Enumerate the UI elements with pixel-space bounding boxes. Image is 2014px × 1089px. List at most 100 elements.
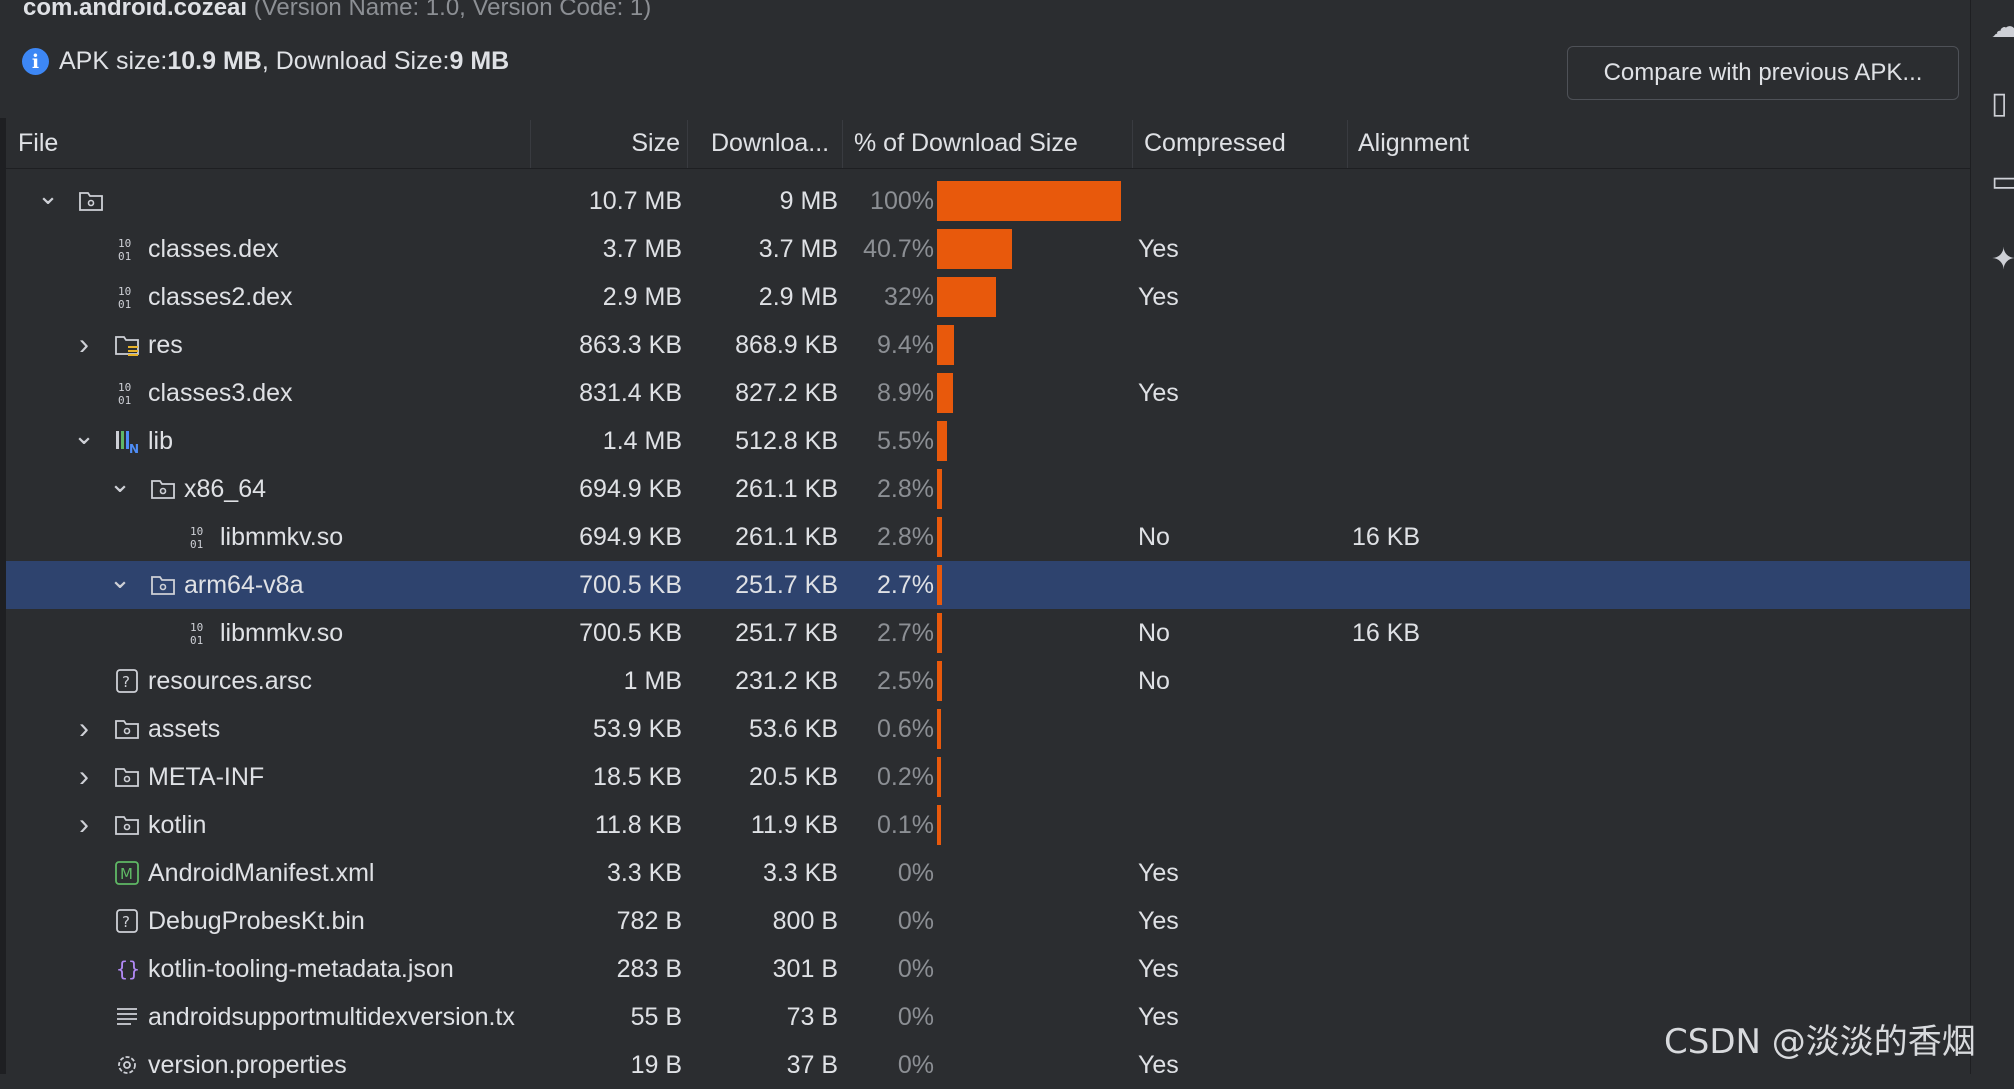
table-row[interactable]: ⌄ 10.7 MB 9 MB 100% [6,177,1970,225]
table-row[interactable]: {} kotlin-tooling-metadata.json 283 B 301 B… [6,945,1970,993]
table-row[interactable]: ⌄ x86_64 694.9 KB 261.1 KB 2.8% [6,465,1970,513]
chevron-right-icon[interactable]: › [79,712,89,745]
percent-of-download: 2.7% [877,571,934,599]
binary-icon: 10 01 [114,236,140,263]
column-header-percent-download[interactable]: % of Download Size [854,129,1078,157]
download-size: 9 MB [779,187,838,215]
compressed-value: Yes [1138,235,1179,263]
chevron-right-icon[interactable]: › [79,760,89,793]
column-resize-handle[interactable] [687,120,688,168]
download-size: 231.2 KB [735,667,838,695]
download-size: 2.9 MB [758,283,838,311]
compare-with-previous-apk-button[interactable]: Compare with previous APK... [1567,46,1959,100]
download-size: 261.1 KB [735,475,838,503]
column-header-download-size[interactable]: Downloa... [711,129,830,157]
column-header-size[interactable]: Size [631,129,680,157]
table-row[interactable]: M AndroidManifest.xml 3.3 KB 3.3 KB 0% Yes [6,849,1970,897]
chevron-down-icon[interactable]: ⌄ [37,180,59,210]
table-row[interactable]: › assets 53.9 KB 53.6 KB 0.6% [6,705,1970,753]
file-size: 10.7 MB [588,187,682,215]
download-size-bar [937,325,954,365]
right-tool-strip: ☁ ▯ ▭ ✦ [1970,0,2014,1074]
binary-icon: 10 01 [186,620,212,647]
folder-icon [114,812,140,838]
download-size: 261.1 KB [735,523,838,551]
chevron-down-icon[interactable]: ⌄ [109,564,131,594]
column-resize-handle[interactable] [530,120,531,168]
column-resize-handle[interactable] [1132,120,1133,168]
chevron-down-icon[interactable]: ⌄ [73,420,95,450]
gamepad-icon[interactable]: ☁ [1991,10,2014,45]
device-mirror-icon[interactable]: ▭ [1991,164,2014,199]
compressed-value: No [1138,619,1170,647]
download-size: 251.7 KB [735,619,838,647]
table-row[interactable]: 10 01 classes2.dex 2.9 MB 2.9 MB 32% Yes [6,273,1970,321]
table-row[interactable]: ? DebugProbesKt.bin 782 B 800 B 0% Yes [6,897,1970,945]
folder-icon [150,476,176,502]
download-size: 868.9 KB [735,331,838,359]
svg-text:10: 10 [118,237,131,250]
download-size: 827.2 KB [735,379,838,407]
table-row[interactable]: › META-INF 18.5 KB 20.5 KB 0.2% [6,753,1970,801]
file-size: 19 B [630,1051,682,1079]
alignment-value: 16 KB [1352,523,1421,551]
download-size-bar [937,805,941,845]
file-name: res [148,331,183,359]
download-size-bar [937,277,996,317]
table-row[interactable]: androidsupportmultidexversion.tx 55 B 73 B… [6,993,1970,1041]
download-size-bar [937,757,941,797]
table-row[interactable]: › res 863.3 KB 868.9 KB 9.4% [6,321,1970,369]
download-size-bar [937,709,941,749]
info-icon: i [22,48,49,75]
chevron-right-icon[interactable]: › [79,328,89,361]
file-size: 700.5 KB [579,619,682,647]
apk-size-label: APK size: [59,47,168,75]
file-size: 11.8 KB [594,811,682,839]
column-header-alignment[interactable]: Alignment [1358,129,1470,157]
column-header-file[interactable]: File [18,129,59,157]
table-row[interactable]: 10 01 libmmkv.so 700.5 KB 251.7 KB 2.7% No 16 K… [6,609,1970,657]
device-manager-icon[interactable]: ▯ [1991,86,2008,121]
file-size: 694.9 KB [579,475,682,503]
table-row[interactable]: ⌄ arm64-v8a 700.5 KB 251.7 KB 2.7% [6,561,1970,609]
column-resize-handle[interactable] [1347,120,1348,168]
download-size: 301 B [772,955,838,983]
percent-of-download: 0.2% [877,763,934,791]
folder-icon [114,764,140,790]
binary-icon: 10 01 [186,524,212,551]
download-size-bar [937,565,942,605]
table-row[interactable]: › kotlin 11.8 KB 11.9 KB 0.1% [6,801,1970,849]
table-row[interactable]: 10 01 classes.dex 3.7 MB 3.7 MB 40.7% Yes [6,225,1970,273]
properties-icon [114,1052,140,1078]
svg-text:{}: {} [116,957,140,981]
download-size-bar [937,517,942,557]
ai-assistant-icon[interactable]: ✦ [1991,242,2014,277]
svg-text:10: 10 [190,621,203,634]
download-size: 3.3 KB [762,859,838,887]
json-icon: {} [114,956,140,982]
file-size: 2.9 MB [602,283,682,311]
percent-of-download: 0.1% [877,811,934,839]
manifest-icon: M [114,860,140,886]
file-name: version.properties [148,1051,347,1079]
file-name: lib [148,427,174,455]
chevron-right-icon[interactable]: › [79,808,89,841]
percent-of-download: 0% [897,907,934,935]
column-header-compressed[interactable]: Compressed [1144,129,1286,157]
file-name: kotlin-tooling-metadata.json [148,955,454,983]
file-name: kotlin [148,811,207,839]
column-resize-handle[interactable] [842,120,843,168]
percent-of-download: 0% [897,1003,934,1031]
svg-text:01: 01 [118,250,131,262]
table-row[interactable]: 10 01 libmmkv.so 694.9 KB 261.1 KB 2.8% No 16 K… [6,513,1970,561]
file-name: androidsupportmultidexversion.tx [148,1003,515,1031]
percent-of-download: 8.9% [877,379,934,407]
file-size: 1 MB [623,667,682,695]
table-row[interactable]: ? resources.arsc 1 MB 231.2 KB 2.5% No [6,657,1970,705]
svg-text:01: 01 [190,634,203,646]
download-size: 20.5 KB [749,763,838,791]
table-row[interactable]: 10 01 classes3.dex 831.4 KB 827.2 KB 8.9% Yes [6,369,1970,417]
file-name: arm64-v8a [184,571,304,599]
chevron-down-icon[interactable]: ⌄ [109,468,131,498]
